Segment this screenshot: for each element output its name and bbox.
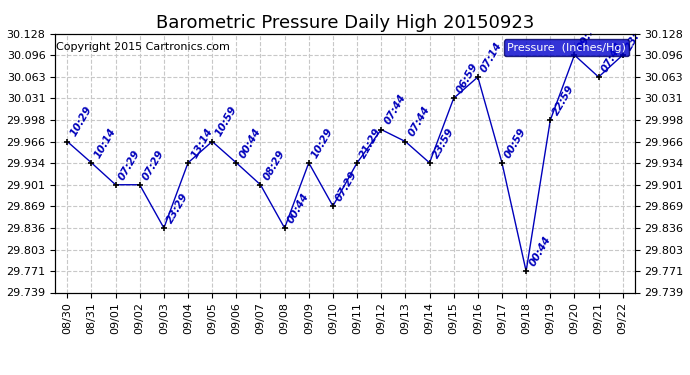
Title: Barometric Pressure Daily High 20150923: Barometric Pressure Daily High 20150923 [156, 14, 534, 32]
Text: 00:44: 00:44 [527, 234, 553, 268]
Text: 23:: 23: [624, 31, 642, 52]
Text: 07:14: 07:14 [479, 40, 504, 74]
Text: 10:29: 10:29 [310, 126, 335, 160]
Text: 07:44: 07:44 [600, 40, 625, 74]
Text: 00:44: 00:44 [237, 126, 263, 160]
Text: Copyright 2015 Cartronics.com: Copyright 2015 Cartronics.com [56, 42, 230, 51]
Legend: Pressure  (Inches/Hg): Pressure (Inches/Hg) [504, 39, 629, 56]
Text: 21:29: 21:29 [358, 126, 384, 160]
Text: 10:29: 10:29 [68, 105, 94, 138]
Text: 23:59: 23:59 [431, 126, 456, 160]
Text: 08:29: 08:29 [262, 148, 287, 182]
Text: 07:29: 07:29 [334, 169, 359, 203]
Text: 22:59: 22:59 [551, 83, 577, 117]
Text: 23:29: 23:29 [165, 191, 190, 225]
Text: 13:14: 13:14 [189, 126, 215, 160]
Text: 00:44: 00:44 [286, 191, 311, 225]
Text: 00:59: 00:59 [503, 126, 529, 160]
Text: 07:29: 07:29 [141, 148, 166, 182]
Text: 10:14: 10:14 [92, 126, 118, 160]
Text: 10:59: 10:59 [213, 105, 239, 138]
Text: 07:44: 07:44 [406, 105, 432, 138]
Text: 09:.: 09:. [575, 27, 595, 52]
Text: 07:44: 07:44 [382, 93, 408, 126]
Text: 06:59: 06:59 [455, 62, 480, 95]
Text: 07:29: 07:29 [117, 148, 142, 182]
